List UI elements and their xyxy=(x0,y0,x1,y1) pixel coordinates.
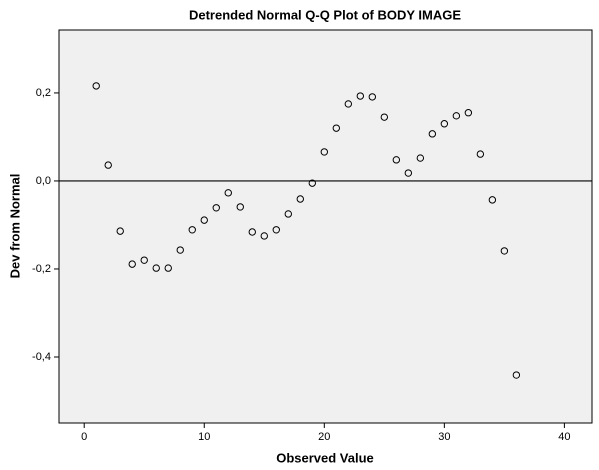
point xyxy=(440,120,449,128)
point xyxy=(416,154,425,162)
point xyxy=(512,371,521,379)
point xyxy=(200,216,208,224)
x-tick-label: 20 xyxy=(318,431,330,443)
x-tick-label: 30 xyxy=(438,431,450,443)
point xyxy=(464,109,473,117)
point xyxy=(452,112,461,120)
point xyxy=(236,203,244,211)
point xyxy=(272,226,280,234)
plot-area xyxy=(58,29,593,424)
y-axis-label: Dev from Normal xyxy=(7,174,22,279)
point xyxy=(248,228,256,236)
x-tick-label: 0 xyxy=(81,431,87,443)
point xyxy=(332,124,341,132)
point xyxy=(212,204,220,212)
point xyxy=(104,161,112,169)
chart-title: Detrended Normal Q-Q Plot of BODY IMAGE xyxy=(189,7,461,22)
point xyxy=(128,260,136,268)
point xyxy=(284,210,292,218)
point xyxy=(380,113,389,121)
x-axis-label: Observed Value xyxy=(276,450,374,465)
point xyxy=(260,232,268,240)
point xyxy=(164,264,172,272)
point xyxy=(92,82,100,90)
point xyxy=(152,264,160,272)
point xyxy=(476,150,485,158)
point xyxy=(296,195,304,203)
y-tick-label: 0,2 xyxy=(36,87,51,99)
point xyxy=(500,247,509,255)
point xyxy=(176,246,184,254)
point xyxy=(344,100,353,108)
point xyxy=(188,226,196,234)
y-tick-label: -0,2 xyxy=(32,263,51,275)
point xyxy=(404,169,413,177)
y-tick-label: -0,4 xyxy=(32,351,51,363)
point xyxy=(140,256,148,264)
point xyxy=(116,227,124,235)
x-tick-label: 10 xyxy=(198,431,210,443)
y-tick-label: 0,0 xyxy=(36,175,51,187)
point xyxy=(488,196,497,204)
x-tick-label: 40 xyxy=(558,431,570,443)
point xyxy=(320,148,328,156)
point xyxy=(356,92,365,100)
point xyxy=(392,156,401,164)
point xyxy=(428,130,437,138)
point xyxy=(224,189,232,197)
point xyxy=(368,93,377,101)
point xyxy=(308,179,316,187)
